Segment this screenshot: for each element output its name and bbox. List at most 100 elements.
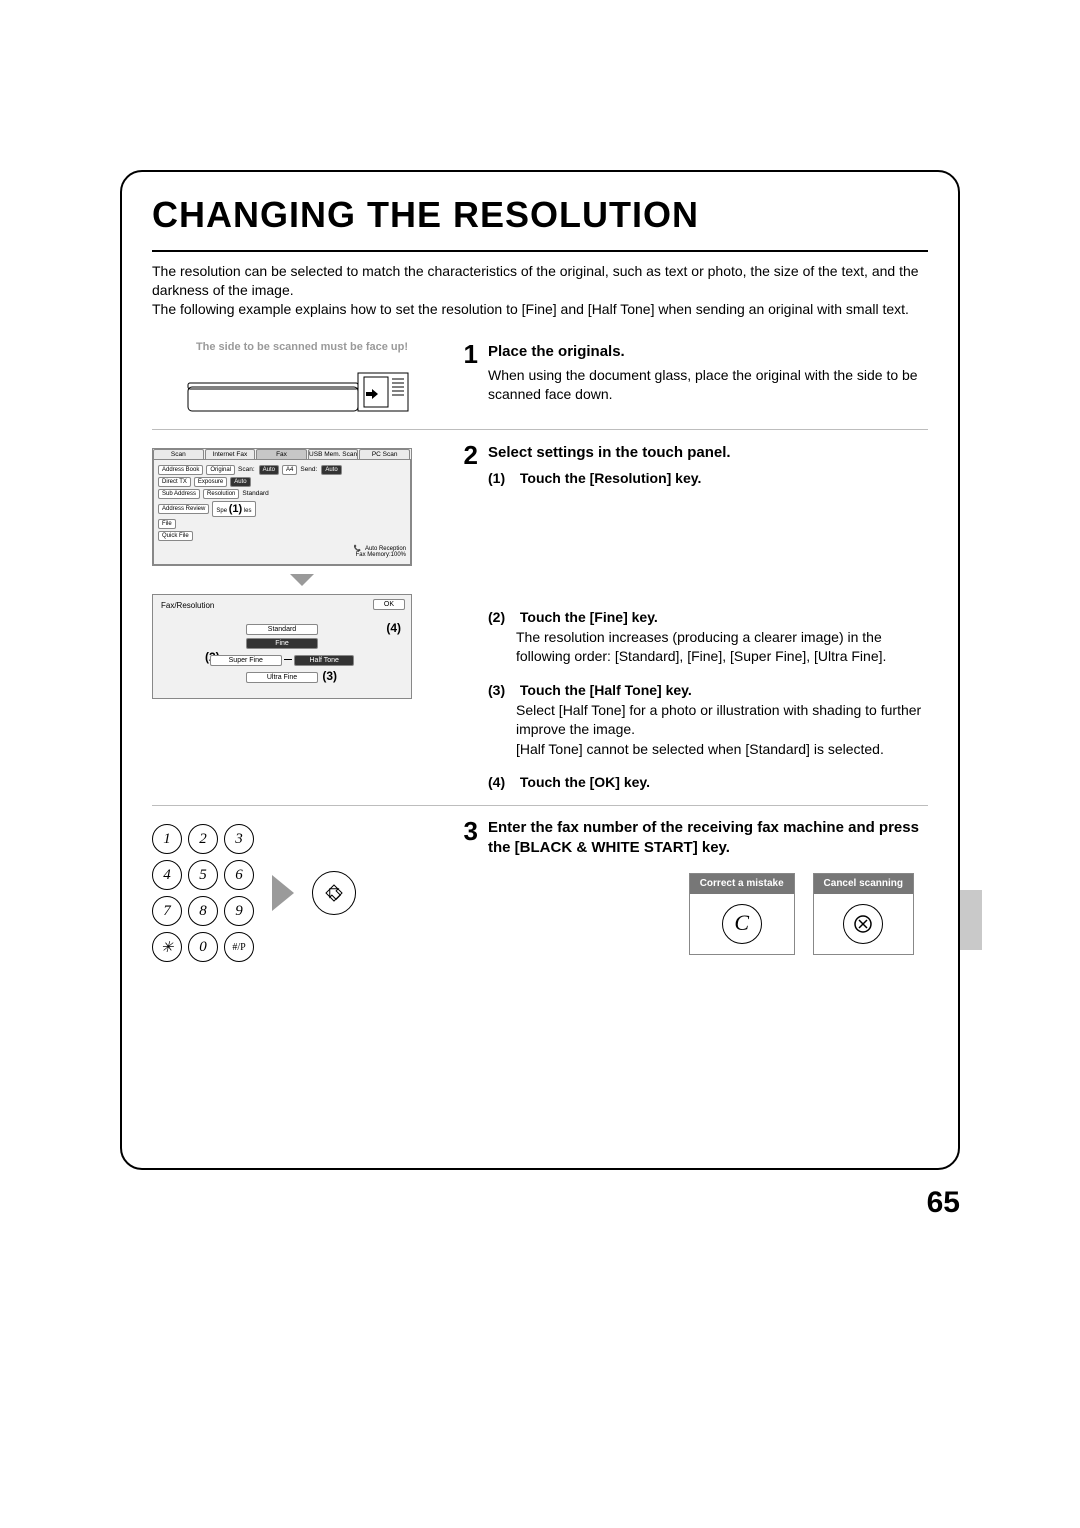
ok-button[interactable]: OK [373,599,405,610]
step-3-title: Enter the fax number of the receiving fa… [488,818,928,859]
substep-3-body-a: Select [Half Tone] for a photo or illust… [516,701,928,740]
a4-label: A4 [282,465,297,475]
stop-key[interactable] [843,904,883,944]
step-2-number: 2 [452,442,488,793]
start-button[interactable] [312,871,356,915]
key-0[interactable]: 0 [188,932,218,962]
tab-pc-scan[interactable]: PC Scan [359,449,410,459]
key-4[interactable]: 4 [152,860,182,890]
special-modes-button[interactable]: Spe (1) les [212,501,255,517]
resolution-dialog-title: Fax/Resolution [161,601,214,610]
action-boxes: Correct a mistake C Cancel scanning [488,873,928,955]
callout-4: (4) [386,621,401,635]
cancel-scanning-box: Cancel scanning [813,873,914,955]
footer-memory: Fax Memory:100% [356,552,406,558]
resolution-value: Standard [242,490,268,497]
title-rule [152,250,928,252]
clear-key[interactable]: C [722,904,762,944]
substep-1-num: (1) [488,469,516,489]
page-number: 65 [927,1186,960,1220]
resolution-button[interactable]: Resolution [203,489,239,499]
key-8[interactable]: 8 [188,896,218,926]
sub-address-button[interactable]: Sub Address [158,489,200,499]
panel-footer: 📞Auto Reception Fax Memory:100% [158,545,406,558]
step-2-title: Select settings in the touch panel. [488,442,928,463]
callout-1: (1) [229,503,242,515]
page-frame: CHANGING THE RESOLUTION The resolution c… [120,170,960,1170]
step-3-figure-col: 1 2 3 4 5 6 7 8 9 ✳ 0 #/P [152,818,452,962]
correct-mistake-header: Correct a mistake [690,874,794,894]
tab-usb-mem-scan[interactable]: USB Mem. Scan [308,449,359,459]
key-3[interactable]: 3 [224,824,254,854]
exposure-value: Auto [230,477,250,487]
address-review-button[interactable]: Address Review [158,504,209,514]
substep-3: (3) Touch the [Half Tone] key. Select [H… [488,681,928,759]
ultra-fine-key[interactable]: Ultra Fine [246,672,318,683]
special-modes-label-post: les [244,508,252,514]
step-2-text-col: 2 Select settings in the touch panel. (1… [452,442,928,793]
key-9[interactable]: 9 [224,896,254,926]
address-book-button[interactable]: Address Book [158,465,203,475]
down-arrow-icon [290,574,314,586]
step-1-body: Place the originals. When using the docu… [488,341,928,405]
correct-mistake-box: Correct a mistake C [689,873,795,955]
special-modes-label-pre: Spe [216,508,227,514]
half-tone-key[interactable]: Half Tone [294,655,354,666]
fine-key[interactable]: Fine [246,638,318,649]
substep-4-num: (4) [488,773,516,793]
document-page: CHANGING THE RESOLUTION The resolution c… [0,0,1080,1528]
standard-key[interactable]: Standard [246,624,318,635]
key-star[interactable]: ✳ [152,932,182,962]
tab-scan[interactable]: Scan [153,449,204,459]
scan-auto[interactable]: Auto [259,465,279,475]
key-7[interactable]: 7 [152,896,182,926]
substep-1-title: Touch the [Resolution] key. [520,470,702,486]
intro-paragraph-2: The following example explains how to se… [152,301,909,317]
resolution-dialog: Fax/Resolution OK (4) Standard Fine (2) … [152,594,412,699]
key-1[interactable]: 1 [152,824,182,854]
send-label: Send: [300,466,317,473]
tab-internet-fax[interactable]: Internet Fax [205,449,256,459]
exposure-button[interactable]: Exposure [194,477,227,487]
intro-text: The resolution can be selected to match … [152,262,928,319]
direct-tx-button[interactable]: Direct TX [158,477,191,487]
step-2-figure-col: Scan Internet Fax Fax USB Mem. Scan PC S… [152,442,452,699]
send-auto[interactable]: Auto [321,465,341,475]
step-3-text-col: 3 Enter the fax number of the receiving … [452,818,928,955]
chapter-side-tab [960,890,982,950]
callout-3: (3) [322,669,337,683]
super-fine-key[interactable]: Super Fine [210,655,282,666]
scanner-illustration [182,357,422,417]
substep-3-title: Touch the [Half Tone] key. [520,682,692,698]
file-button[interactable]: File [158,519,176,529]
step-2-row: Scan Internet Fax Fax USB Mem. Scan PC S… [152,442,928,793]
step-1-number: 1 [452,341,488,405]
original-button[interactable]: Original [206,465,235,475]
page-title: CHANGING THE RESOLUTION [152,194,928,236]
scan-label: Scan: [238,466,255,473]
substep-2-num: (2) [488,608,516,628]
keypad-area: 1 2 3 4 5 6 7 8 9 ✳ 0 #/P [152,824,452,962]
substep-2-body: The resolution increases (producing a cl… [516,628,928,667]
step-3-number: 3 [452,818,488,955]
panel-tabs: Scan Internet Fax Fax USB Mem. Scan PC S… [153,449,411,459]
substep-3-body-b: [Half Tone] cannot be selected when [Sta… [516,740,928,760]
step-1-title: Place the originals. [488,341,928,362]
substep-4: (4) Touch the [OK] key. [488,773,928,793]
quick-file-button[interactable]: Quick File [158,531,193,541]
tab-fax[interactable]: Fax [256,449,307,459]
key-2[interactable]: 2 [188,824,218,854]
step-divider-1 [152,429,928,430]
substep-3-num: (3) [488,681,516,701]
intro-paragraph-1: The resolution can be selected to match … [152,263,919,298]
scanner-note: The side to be scanned must be face up! [152,341,452,353]
panel-body: Address Book Original Scan: Auto A4 Send… [153,459,411,565]
key-5[interactable]: 5 [188,860,218,890]
step-1-row: The side to be scanned must be face up! [152,341,928,417]
key-hash-p[interactable]: #/P [224,932,254,962]
numeric-keypad: 1 2 3 4 5 6 7 8 9 ✳ 0 #/P [152,824,254,962]
step-1-description: When using the document glass, place the… [488,366,928,405]
resolution-list: Standard Fine (2) Super Fine Half Tone U… [161,624,403,686]
step-divider-2 [152,805,928,806]
key-6[interactable]: 6 [224,860,254,890]
